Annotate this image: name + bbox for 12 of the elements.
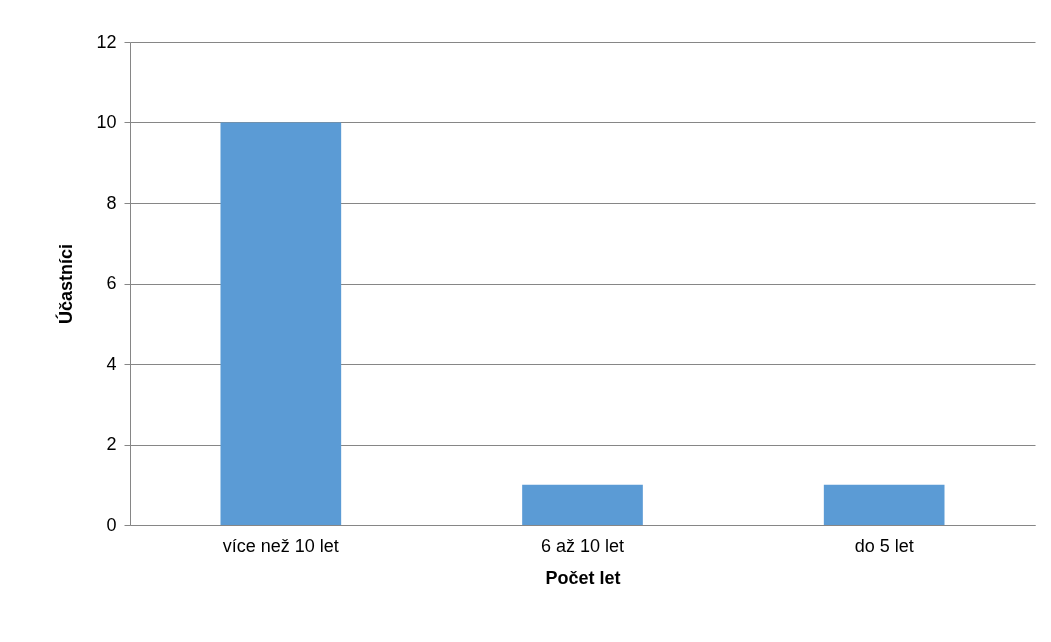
y-tick-label: 10 [96,112,117,132]
y-tick-label: 4 [106,353,117,374]
x-axis-title: Počet let [545,567,621,588]
y-axis-title: Účastníci [55,243,77,325]
y-tick-label: 8 [106,192,117,213]
y-tick-label: 2 [106,434,117,454]
y-tick-label: 12 [96,31,117,52]
x-tick-label: do 5 let [854,535,914,556]
y-tick-label: 6 [106,273,117,293]
y-tick-label: 0 [106,514,117,535]
x-tick-label: více než 10 let [222,535,339,556]
x-tick-label: 6 až 10 let [540,535,625,556]
